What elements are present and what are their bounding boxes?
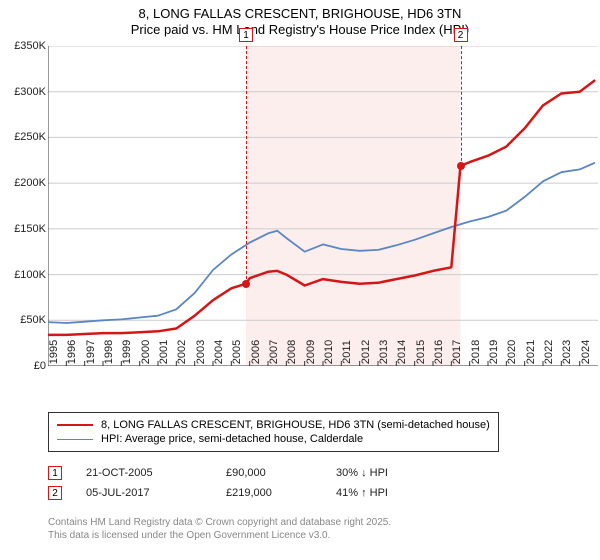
x-tick-label: 1999: [121, 340, 133, 364]
y-tick-label: £0: [0, 360, 46, 372]
event-row-1: 1 21-OCT-2005 £90,000 30% ↓ HPI: [48, 466, 588, 480]
legend-item-hpi: HPI: Average price, semi-detached house,…: [57, 433, 490, 445]
x-tick-label: 2007: [268, 340, 280, 364]
x-tick-label: 2004: [213, 340, 225, 364]
event-hpi-2: 41% ↑ HPI: [336, 487, 388, 499]
plot-area: 1995 1996 1997 1998 1999 2000 2001 2002 2003 2004…: [48, 46, 598, 366]
y-tick-label: £150K: [0, 223, 46, 235]
plot-svg: [48, 46, 598, 366]
x-tick-label: 2001: [158, 340, 170, 364]
x-tick-label: 2016: [433, 340, 445, 364]
title-subtitle: Price paid vs. HM Land Registry's House …: [0, 22, 600, 38]
title-block: 8, LONG FALLAS CRESCENT, BRIGHOUSE, HD6 …: [0, 0, 600, 39]
x-tick-label: 2015: [415, 340, 427, 364]
x-tick-label: 2011: [341, 340, 353, 364]
footnote-line1: Contains HM Land Registry data © Crown c…: [48, 516, 391, 529]
x-tick-label: 2014: [396, 340, 408, 364]
event-date-1: 21-OCT-2005: [86, 467, 226, 479]
x-tick-label: 2017: [451, 340, 463, 364]
x-tick-label: 2005: [231, 340, 243, 364]
x-tick-label: 1997: [85, 340, 97, 364]
event-row-2: 2 05-JUL-2017 £219,000 41% ↑ HPI: [48, 486, 588, 500]
x-tick-label: 2000: [140, 340, 152, 364]
x-tick-label: 2018: [470, 340, 482, 364]
x-tick-label: 2023: [561, 340, 573, 364]
event-hpi-1: 30% ↓ HPI: [336, 467, 388, 479]
marker-line: [461, 46, 462, 166]
footnote: Contains HM Land Registry data © Crown c…: [48, 516, 391, 542]
x-tick-label: 2008: [286, 340, 298, 364]
legend-item-price-paid: 8, LONG FALLAS CRESCENT, BRIGHOUSE, HD6 …: [57, 419, 490, 431]
legend-swatch-hpi: [57, 439, 93, 440]
x-tick-label: 2020: [506, 340, 518, 364]
event-price-2: £219,000: [226, 487, 336, 499]
event-badge-1: 1: [48, 466, 62, 480]
y-tick-label: £100K: [0, 269, 46, 281]
y-tick-label: £50K: [0, 314, 46, 326]
x-tick-label: 2002: [176, 340, 188, 364]
x-tick-label: 2021: [525, 340, 537, 364]
marker-badge-1: 1: [239, 28, 253, 42]
y-tick-label: £200K: [0, 177, 46, 189]
y-tick-label: £300K: [0, 86, 46, 98]
chart-container: 8, LONG FALLAS CRESCENT, BRIGHOUSE, HD6 …: [0, 0, 600, 560]
marker-line: [246, 46, 247, 284]
x-tick-label: 1996: [66, 340, 78, 364]
x-tick-label: 2013: [378, 340, 390, 364]
event-price-1: £90,000: [226, 467, 336, 479]
marker-dot-1: [242, 280, 250, 288]
x-tick-label: 1995: [48, 340, 60, 364]
chart-area: 1995 1996 1997 1998 1999 2000 2001 2002 2003 2004…: [0, 42, 600, 402]
marker-dot-2: [457, 162, 465, 170]
x-tick-label: 2022: [543, 340, 555, 364]
x-tick-label: 2019: [488, 340, 500, 364]
x-tick-label: 2003: [195, 340, 207, 364]
x-tick-label: 2006: [250, 340, 262, 364]
footnote-line2: This data is licensed under the Open Gov…: [48, 529, 391, 542]
x-tick-label: 1998: [103, 340, 115, 364]
legend: 8, LONG FALLAS CRESCENT, BRIGHOUSE, HD6 …: [48, 412, 499, 452]
legend-label-hpi: HPI: Average price, semi-detached house,…: [101, 433, 363, 445]
event-badge-2: 2: [48, 486, 62, 500]
title-address: 8, LONG FALLAS CRESCENT, BRIGHOUSE, HD6 …: [0, 6, 600, 22]
y-tick-label: £250K: [0, 131, 46, 143]
x-tick-label: 2012: [360, 340, 372, 364]
x-tick-label: 2024: [580, 340, 592, 364]
marker-badge-2: 2: [454, 28, 468, 42]
event-date-2: 05-JUL-2017: [86, 487, 226, 499]
events-table: 1 21-OCT-2005 £90,000 30% ↓ HPI 2 05-JUL…: [48, 460, 588, 506]
x-tick-label: 2010: [323, 340, 335, 364]
x-tick-label: 2009: [305, 340, 317, 364]
legend-label-price-paid: 8, LONG FALLAS CRESCENT, BRIGHOUSE, HD6 …: [101, 419, 490, 431]
y-tick-label: £350K: [0, 40, 46, 52]
legend-swatch-price-paid: [57, 424, 93, 426]
